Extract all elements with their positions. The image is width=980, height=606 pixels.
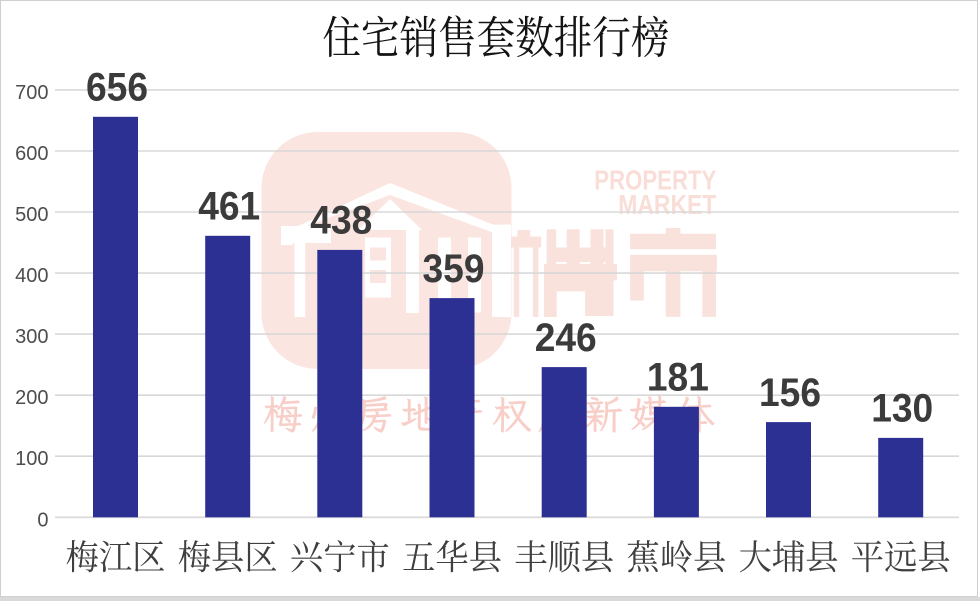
svg-text:0: 0 xyxy=(37,509,48,531)
svg-text:130: 130 xyxy=(871,387,933,431)
svg-text:400: 400 xyxy=(15,265,48,287)
svg-text:359: 359 xyxy=(423,247,485,291)
svg-text:PROPERTY: PROPERTY xyxy=(594,164,716,195)
svg-text:461: 461 xyxy=(198,185,260,229)
svg-text:600: 600 xyxy=(15,143,48,165)
svg-text:656: 656 xyxy=(86,66,148,110)
svg-text:500: 500 xyxy=(15,204,48,226)
svg-text:156: 156 xyxy=(759,371,821,415)
svg-text:200: 200 xyxy=(15,387,48,409)
svg-text:MARKET: MARKET xyxy=(618,189,716,220)
svg-text:181: 181 xyxy=(647,356,709,400)
svg-text:438: 438 xyxy=(310,199,372,243)
svg-text:246: 246 xyxy=(535,316,597,360)
svg-text:100: 100 xyxy=(15,448,48,470)
svg-text:300: 300 xyxy=(15,326,48,348)
svg-text:700: 700 xyxy=(15,82,48,104)
